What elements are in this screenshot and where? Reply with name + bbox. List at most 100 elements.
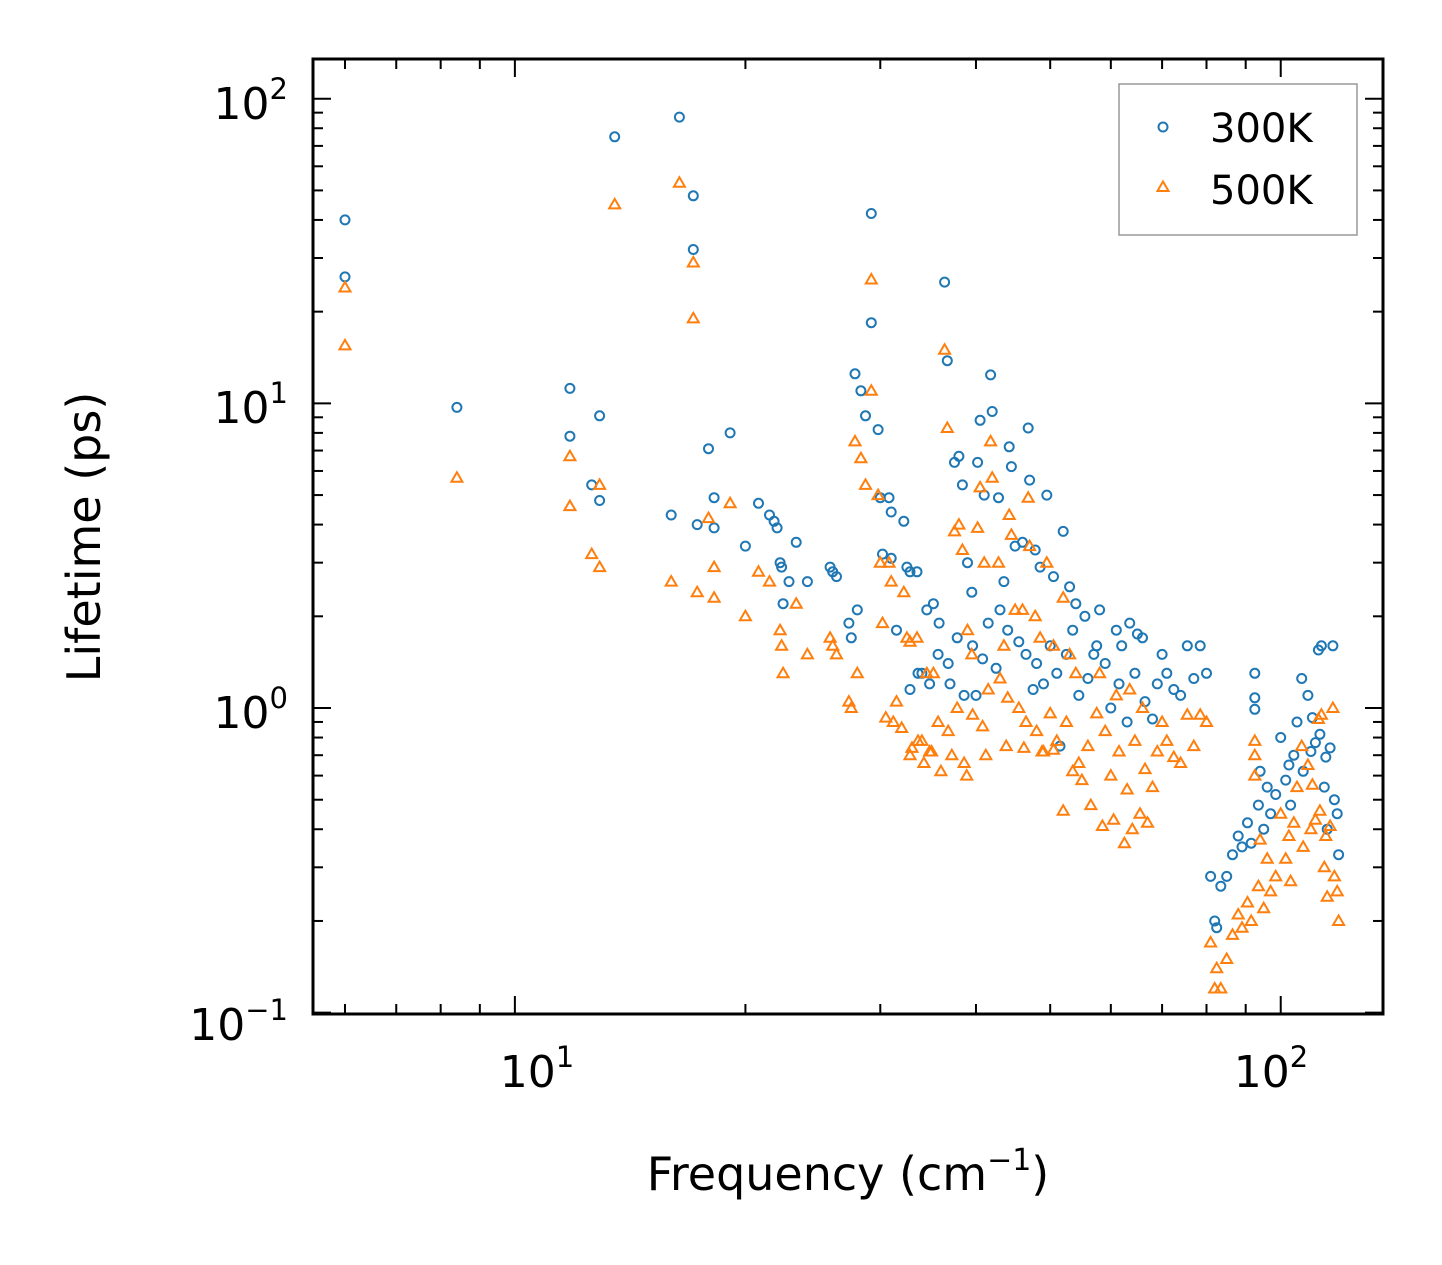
point-500k xyxy=(947,523,962,537)
point-300k xyxy=(801,576,813,588)
point-300k xyxy=(1175,689,1187,701)
point-500k xyxy=(1247,747,1263,761)
point-300k xyxy=(1249,703,1261,715)
x-tick-label-100: 102 xyxy=(1234,1040,1308,1098)
point-300k xyxy=(972,456,984,468)
point-300k xyxy=(1147,713,1158,725)
point-300k xyxy=(1168,684,1180,695)
point-300k xyxy=(1151,678,1163,690)
point-500k xyxy=(1225,927,1240,940)
point-300k xyxy=(1249,692,1261,704)
point-500k xyxy=(976,555,992,568)
point-500k xyxy=(1127,733,1143,746)
point-500k xyxy=(562,448,578,462)
point-500k xyxy=(909,630,925,643)
point-500k xyxy=(592,477,607,490)
point-300k xyxy=(594,495,606,506)
point-500k xyxy=(1281,828,1297,841)
point-500k xyxy=(940,723,956,737)
point-300k xyxy=(1027,684,1039,695)
point-300k xyxy=(687,244,699,255)
point-300k xyxy=(845,632,857,644)
point-300k xyxy=(977,653,989,665)
point-300k xyxy=(1249,667,1261,679)
point-300k xyxy=(877,548,888,560)
point-300k xyxy=(1265,808,1277,820)
point-500k xyxy=(1251,878,1266,892)
point-300k xyxy=(966,586,978,598)
point-300k xyxy=(974,414,986,426)
point-500k xyxy=(1018,714,1034,727)
point-500k xyxy=(1111,744,1127,757)
point-300k xyxy=(1236,841,1248,853)
point-300k xyxy=(904,684,916,695)
point-300k xyxy=(944,678,956,690)
point-500k xyxy=(878,710,894,723)
point-500k xyxy=(1055,590,1071,603)
point-300k xyxy=(1041,489,1053,501)
point-500k xyxy=(1122,682,1137,695)
point-500k xyxy=(775,665,791,679)
point-300k xyxy=(1232,830,1244,842)
point-500k xyxy=(1042,705,1058,719)
legend-marker-500k xyxy=(1155,179,1171,192)
point-500k xyxy=(1016,740,1032,753)
point-500k xyxy=(924,744,939,757)
point-500k xyxy=(1173,755,1188,768)
point-300k xyxy=(1327,640,1339,652)
point-300k xyxy=(962,557,973,569)
point-300k xyxy=(1258,823,1270,835)
point-500k xyxy=(896,584,912,598)
point-500k xyxy=(449,470,465,483)
point-500k xyxy=(722,495,738,509)
point-500k xyxy=(949,700,965,713)
point-300k xyxy=(1051,667,1063,679)
point-500k xyxy=(822,630,838,643)
point-500k xyxy=(592,559,607,573)
point-500k xyxy=(762,574,777,587)
point-500k xyxy=(959,768,974,781)
point-500k xyxy=(1230,907,1246,920)
point-300k xyxy=(1070,598,1082,610)
point-500k xyxy=(996,638,1012,651)
point-500k xyxy=(1150,744,1165,757)
point-300k xyxy=(939,276,951,288)
legend-box xyxy=(1118,83,1358,236)
point-300k xyxy=(970,689,982,701)
point-500k xyxy=(1273,806,1288,819)
point-500k xyxy=(881,555,897,568)
point-500k xyxy=(937,342,952,355)
point-500k xyxy=(1286,815,1302,828)
point-300k xyxy=(1188,673,1200,684)
point-300k xyxy=(1227,849,1238,861)
y-tick-label-1: 100 xyxy=(214,681,288,739)
point-500k xyxy=(1000,690,1015,703)
point-300k xyxy=(1283,759,1295,771)
point-300k xyxy=(956,479,968,491)
point-500k xyxy=(940,420,955,433)
point-500k xyxy=(1119,782,1135,795)
point-300k xyxy=(1116,640,1128,652)
point-500k xyxy=(1300,757,1316,770)
point-500k xyxy=(916,755,932,768)
point-300k xyxy=(885,506,897,518)
point-300k xyxy=(865,208,877,219)
point-500k xyxy=(1268,868,1283,882)
point-300k xyxy=(998,576,1010,588)
point-500k xyxy=(1308,812,1323,825)
point-500k xyxy=(930,714,946,727)
point-300k xyxy=(1013,636,1025,648)
point-500k xyxy=(975,718,990,732)
point-500k xyxy=(1166,749,1182,763)
point-500k xyxy=(933,763,949,777)
point-300k xyxy=(1088,648,1100,660)
point-300k xyxy=(1017,536,1028,548)
point-500k xyxy=(1314,707,1329,720)
point-300k xyxy=(1320,751,1332,763)
point-300k xyxy=(855,385,867,397)
point-500k xyxy=(1318,828,1334,841)
point-300k xyxy=(1079,610,1091,622)
point-300k xyxy=(1302,689,1314,701)
point-500k xyxy=(1029,723,1044,737)
